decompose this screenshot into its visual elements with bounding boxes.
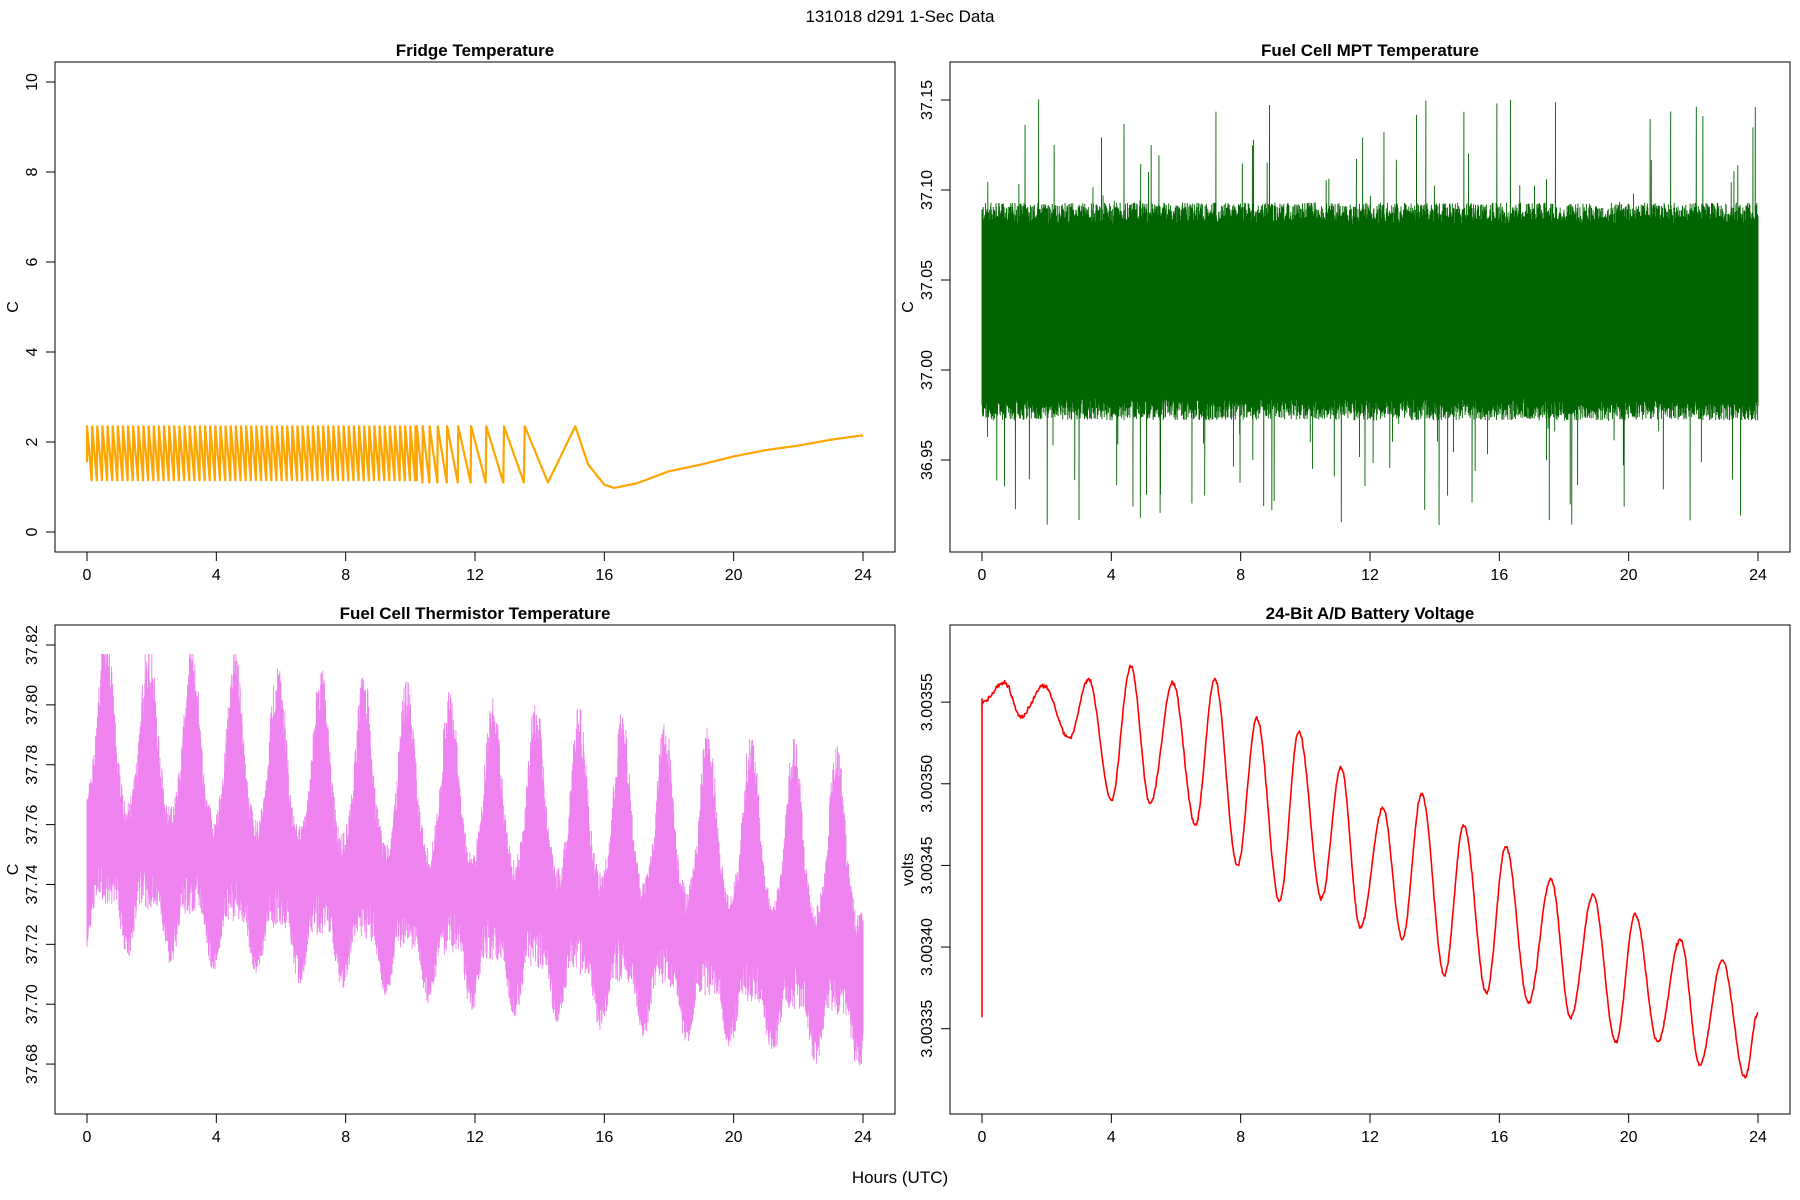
x-tick-label: 4 bbox=[212, 567, 221, 584]
x-tick-label: 16 bbox=[595, 567, 613, 584]
x-tick-label: 4 bbox=[1107, 1129, 1116, 1146]
y-axis-label: C bbox=[5, 864, 22, 876]
y-tick-label: 37.78 bbox=[24, 745, 41, 785]
x-tick-label: 16 bbox=[1490, 567, 1508, 584]
x-tick-label: 24 bbox=[854, 567, 872, 584]
y-tick-label: 37.72 bbox=[24, 924, 41, 964]
chart-panel-4: 24-Bit A/D Battery Voltage 0 4 8 12 16 20 24 3.0… bbox=[900, 604, 1791, 1146]
mpt-temperature-line bbox=[981, 99, 1759, 526]
y-tick-label: 37.68 bbox=[24, 1044, 41, 1084]
y-axis-label: C bbox=[5, 301, 22, 313]
y-tick-label: 37.80 bbox=[24, 685, 41, 725]
y-tick-label: 37.05 bbox=[919, 260, 936, 300]
x-tick-label: 20 bbox=[1620, 1129, 1638, 1146]
y-tick-label: 2 bbox=[24, 437, 41, 446]
x-tick-label: 4 bbox=[212, 1129, 221, 1146]
y-tick-label: 0 bbox=[24, 527, 41, 536]
x-tick-label: 8 bbox=[1236, 567, 1245, 584]
chart-panel-3: Fuel Cell Thermistor Temperature 0 4 8 12 16 2… bbox=[5, 604, 896, 1146]
fridge-temperature-line bbox=[85, 425, 864, 489]
chart-title: Fuel Cell MPT Temperature bbox=[1261, 41, 1479, 60]
x-tick-label: 20 bbox=[725, 567, 743, 584]
x-tick-label: 8 bbox=[341, 567, 350, 584]
x-axis: 0 4 8 12 16 20 24 bbox=[83, 1113, 872, 1146]
x-tick-label: 12 bbox=[466, 1129, 484, 1146]
chart-title: Fuel Cell Thermistor Temperature bbox=[340, 604, 611, 623]
y-tick-label: 3.00345 bbox=[919, 836, 936, 894]
y-tick-label: 3.00340 bbox=[919, 918, 936, 976]
x-tick-label: 0 bbox=[978, 1129, 987, 1146]
y-tick-label: 37.00 bbox=[919, 350, 936, 390]
x-tick-label: 0 bbox=[83, 567, 92, 584]
x-axis: 0 4 8 12 16 20 24 bbox=[978, 1113, 1767, 1146]
x-tick-label: 24 bbox=[854, 1129, 872, 1146]
y-tick-label: 8 bbox=[24, 167, 41, 176]
x-tick-label: 12 bbox=[1361, 1129, 1379, 1146]
y-tick-label: 6 bbox=[24, 257, 41, 266]
x-tick-label: 0 bbox=[83, 1129, 92, 1146]
x-tick-label: 8 bbox=[341, 1129, 350, 1146]
x-tick-label: 20 bbox=[1620, 567, 1638, 584]
chart-title: 24-Bit A/D Battery Voltage bbox=[1266, 604, 1475, 623]
y-tick-label: 37.10 bbox=[919, 170, 936, 210]
x-tick-label: 24 bbox=[1749, 1129, 1767, 1146]
y-axis: 3.00335 3.00340 3.00345 3.00350 3.00355 bbox=[919, 673, 951, 1058]
y-tick-label: 37.15 bbox=[919, 80, 936, 120]
y-tick-label: 37.70 bbox=[24, 984, 41, 1024]
figure-title: 131018 d291 1-Sec Data bbox=[805, 7, 995, 26]
x-tick-label: 4 bbox=[1107, 567, 1116, 584]
x-axis: 0 4 8 12 16 20 24 bbox=[978, 551, 1767, 584]
y-tick-label: 3.00355 bbox=[919, 673, 936, 731]
figure-x-axis-label: Hours (UTC) bbox=[851, 1168, 949, 1187]
x-tick-label: 24 bbox=[1749, 567, 1767, 584]
y-axis: 0 2 4 6 8 10 bbox=[24, 73, 56, 536]
y-axis: 36.95 37.00 37.05 37.10 37.15 bbox=[919, 80, 951, 480]
battery-voltage-line bbox=[981, 664, 1759, 1079]
y-tick-label: 36.95 bbox=[919, 440, 936, 480]
y-tick-label: 37.74 bbox=[24, 864, 41, 904]
y-axis: 37.68 37.70 37.72 37.74 37.76 37.78 37.80 37.82 bbox=[24, 625, 56, 1084]
thermistor-temperature-line bbox=[86, 653, 864, 1066]
chart-title: Fridge Temperature bbox=[396, 41, 554, 60]
y-axis-label: volts bbox=[900, 853, 917, 886]
chart-panel-2: Fuel Cell MPT Temperature 0 4 8 12 16 20 24 36.9… bbox=[900, 41, 1791, 584]
y-tick-label: 3.00350 bbox=[919, 755, 936, 813]
x-axis: 0 4 8 12 16 20 24 bbox=[83, 551, 872, 584]
x-tick-label: 20 bbox=[725, 1129, 743, 1146]
y-tick-label: 37.82 bbox=[24, 625, 41, 665]
x-tick-label: 12 bbox=[1361, 567, 1379, 584]
x-tick-label: 8 bbox=[1236, 1129, 1245, 1146]
x-tick-label: 16 bbox=[595, 1129, 613, 1146]
x-tick-label: 0 bbox=[978, 567, 987, 584]
y-tick-label: 3.00335 bbox=[919, 1000, 936, 1058]
plot-frame bbox=[54, 61, 896, 553]
y-tick-label: 37.76 bbox=[24, 804, 41, 844]
plot-frame bbox=[949, 624, 1791, 1115]
y-axis-label: C bbox=[900, 301, 917, 313]
y-tick-label: 4 bbox=[24, 347, 41, 356]
x-tick-label: 12 bbox=[466, 567, 484, 584]
y-tick-label: 10 bbox=[24, 73, 41, 91]
x-tick-label: 16 bbox=[1490, 1129, 1508, 1146]
